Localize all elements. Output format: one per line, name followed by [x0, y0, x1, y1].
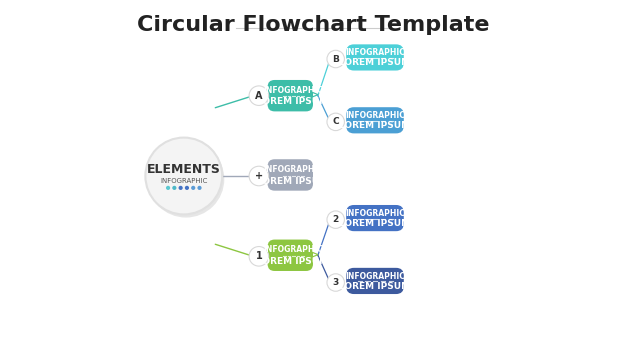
Text: 1: 1	[255, 251, 262, 261]
Circle shape	[249, 246, 269, 266]
Circle shape	[148, 141, 224, 218]
Text: INFOGRAPHIC: INFOGRAPHIC	[263, 245, 323, 254]
Circle shape	[249, 86, 269, 106]
Text: +: +	[255, 171, 263, 181]
Text: LOREM IPSUM: LOREM IPSUM	[257, 257, 329, 266]
Text: LOREM IPSUM: LOREM IPSUM	[339, 219, 411, 228]
Text: >: >	[311, 91, 319, 101]
Text: C: C	[332, 117, 339, 126]
Text: >: >	[311, 250, 319, 260]
Text: INFOGRAPHIC: INFOGRAPHIC	[345, 111, 405, 120]
Text: A: A	[255, 91, 263, 101]
Text: LOREM IPSUM: LOREM IPSUM	[339, 282, 411, 291]
Text: ELEMENTS: ELEMENTS	[147, 163, 221, 176]
Text: LOREM IPSUM: LOREM IPSUM	[339, 58, 411, 67]
Circle shape	[327, 50, 344, 68]
FancyBboxPatch shape	[346, 205, 404, 231]
Circle shape	[185, 186, 189, 190]
FancyBboxPatch shape	[346, 107, 404, 133]
Circle shape	[327, 274, 344, 291]
FancyBboxPatch shape	[267, 80, 313, 111]
Circle shape	[191, 186, 195, 190]
Circle shape	[327, 211, 344, 228]
Text: B: B	[332, 55, 339, 63]
Text: Circular Flowchart Template: Circular Flowchart Template	[136, 15, 490, 35]
Circle shape	[197, 186, 202, 190]
Circle shape	[172, 186, 177, 190]
FancyBboxPatch shape	[267, 240, 313, 271]
FancyBboxPatch shape	[346, 268, 404, 294]
Text: INFOGRAPHIC: INFOGRAPHIC	[160, 177, 207, 183]
Text: LOREM IPSUM: LOREM IPSUM	[339, 121, 411, 130]
Circle shape	[327, 113, 344, 131]
Circle shape	[249, 166, 269, 186]
Circle shape	[145, 138, 222, 214]
Text: INFOGRAPHIC: INFOGRAPHIC	[345, 49, 405, 57]
Text: 2: 2	[332, 215, 339, 224]
Text: 3: 3	[332, 278, 339, 287]
Text: INFOGRAPHIC: INFOGRAPHIC	[263, 165, 323, 174]
Circle shape	[178, 186, 183, 190]
Text: INFOGRAPHIC: INFOGRAPHIC	[345, 272, 405, 281]
Text: LOREM IPSUM: LOREM IPSUM	[257, 98, 329, 106]
Text: LOREM IPSUM: LOREM IPSUM	[257, 177, 329, 186]
FancyBboxPatch shape	[346, 44, 404, 70]
FancyBboxPatch shape	[267, 159, 313, 191]
Circle shape	[166, 186, 170, 190]
Text: INFOGRAPHIC: INFOGRAPHIC	[345, 209, 405, 218]
Text: INFOGRAPHIC: INFOGRAPHIC	[263, 86, 323, 95]
